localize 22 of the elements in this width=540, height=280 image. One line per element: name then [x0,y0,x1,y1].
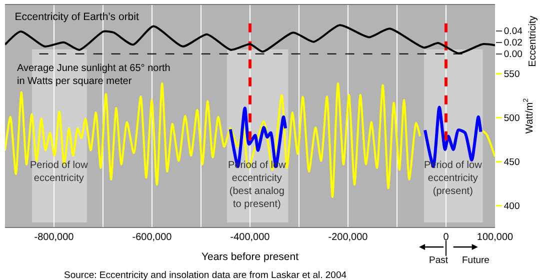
x-tick-label: -800,000 [34,232,74,243]
x-tick-label: -200,000 [328,232,368,243]
y3-tick-label: 0.02 [504,38,522,49]
line-series [5,24,495,54]
x-tick-label: 0 [443,232,450,243]
band-label: Period of low eccentricity [30,160,89,184]
y2-tick-label: 400 [504,201,520,212]
source-note: Source: Eccentricity and insolation data are from Laskar et al. 2004 [64,270,347,280]
x-tick-label: 100,000 [476,232,514,243]
annotation: Average June sunlight at 65° north in Watts per square meter [17,63,170,87]
y2-tick-label: 500 [504,113,520,124]
y2-tick-label: 550 [504,69,520,80]
x-tick-label: -400,000 [230,232,270,243]
x-axis-title: Years before present [201,250,299,263]
text: Future [462,255,490,266]
y3-tick-label: 0.00 [504,49,522,60]
y3-axis-title: Eccentricity [528,16,539,67]
x-tick-label: -600,000 [132,232,172,243]
y2-tick-label: 450 [504,157,520,168]
y3-tick-label: 0.04 [504,26,522,38]
text: Past [429,255,448,266]
text: Eccentricity of Earth’s orbit [14,11,139,24]
